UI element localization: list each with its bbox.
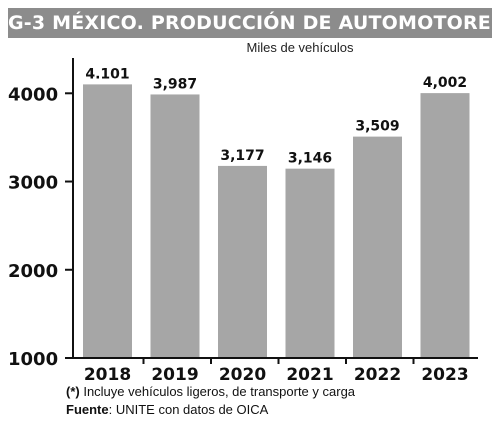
source-note: Fuente: UNITE con datos de OICA xyxy=(66,402,268,417)
bar-2023 xyxy=(420,93,470,358)
chart-subtitle: Miles de vehículos xyxy=(246,40,354,55)
y-tick-label-4000: 4000 xyxy=(8,84,58,105)
value-label-2020: 3,177 xyxy=(220,148,264,164)
source-label: Fuente xyxy=(66,402,109,417)
category-label-2020: 2020 xyxy=(219,365,266,385)
y-tick-label-2000: 2000 xyxy=(8,261,58,282)
bar-2022 xyxy=(353,136,402,358)
value-label-2022: 3,509 xyxy=(355,119,399,135)
y-tick-label-3000: 3000 xyxy=(8,173,58,194)
category-label-2021: 2021 xyxy=(286,365,333,385)
category-label-2018: 2018 xyxy=(84,365,131,385)
value-label-2019: 3,987 xyxy=(153,76,197,92)
category-label-2022: 2022 xyxy=(354,365,401,385)
footnote: (*) Incluye vehículos ligeros, de transp… xyxy=(66,384,355,399)
bar-2020 xyxy=(218,165,267,358)
value-label-2021: 3,146 xyxy=(288,151,332,167)
bar-2021 xyxy=(285,168,335,358)
footnote-text: Incluye vehículos ligeros, de transporte… xyxy=(79,384,356,399)
value-label-2023: 4,002 xyxy=(423,75,467,91)
value-label-2018: 4.101 xyxy=(85,66,129,82)
category-label-2023: 2023 xyxy=(421,365,468,385)
category-label-2019: 2019 xyxy=(151,365,198,385)
bar-2019 xyxy=(150,94,200,359)
bar-2018 xyxy=(83,84,132,358)
footnote-marker: (*) xyxy=(66,384,80,399)
source-text: : UNITE con datos de OICA xyxy=(108,402,269,417)
y-tick-label-1000: 1000 xyxy=(8,349,58,370)
chart-title: G-3 MÉXICO. PRODUCCIÓN DE AUTOMOTORES * xyxy=(8,8,492,38)
